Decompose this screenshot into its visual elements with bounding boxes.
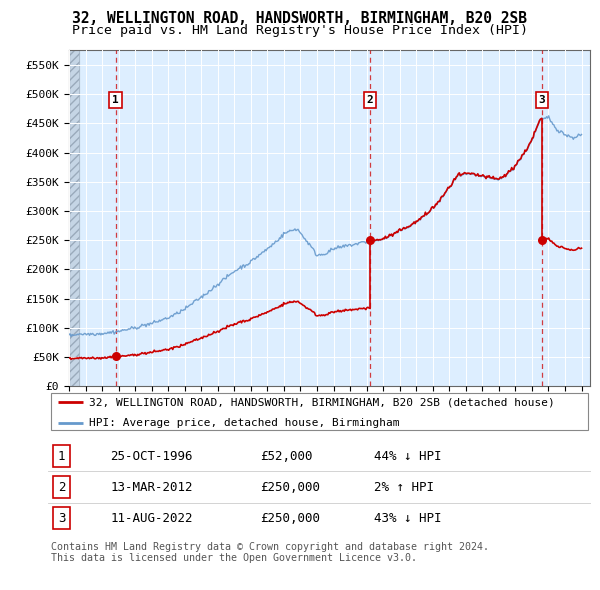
Text: 11-AUG-2022: 11-AUG-2022 xyxy=(110,512,193,525)
Text: 25-OCT-1996: 25-OCT-1996 xyxy=(110,450,193,463)
Text: 43% ↓ HPI: 43% ↓ HPI xyxy=(374,512,442,525)
Text: 1: 1 xyxy=(58,450,65,463)
Text: Contains HM Land Registry data © Crown copyright and database right 2024.
This d: Contains HM Land Registry data © Crown c… xyxy=(51,542,489,563)
Text: Price paid vs. HM Land Registry's House Price Index (HPI): Price paid vs. HM Land Registry's House … xyxy=(72,24,528,37)
Text: 3: 3 xyxy=(539,95,545,105)
Text: 3: 3 xyxy=(58,512,65,525)
Text: 2: 2 xyxy=(58,481,65,494)
Text: 2: 2 xyxy=(367,95,373,105)
Text: 32, WELLINGTON ROAD, HANDSWORTH, BIRMINGHAM, B20 2SB: 32, WELLINGTON ROAD, HANDSWORTH, BIRMING… xyxy=(73,11,527,26)
Text: 32, WELLINGTON ROAD, HANDSWORTH, BIRMINGHAM, B20 2SB (detached house): 32, WELLINGTON ROAD, HANDSWORTH, BIRMING… xyxy=(89,397,554,407)
FancyBboxPatch shape xyxy=(51,394,588,430)
Text: 44% ↓ HPI: 44% ↓ HPI xyxy=(374,450,442,463)
Text: HPI: Average price, detached house, Birmingham: HPI: Average price, detached house, Birm… xyxy=(89,418,399,428)
Text: 2% ↑ HPI: 2% ↑ HPI xyxy=(374,481,434,494)
Text: £52,000: £52,000 xyxy=(260,450,312,463)
Text: 1: 1 xyxy=(112,95,119,105)
Text: £250,000: £250,000 xyxy=(260,512,320,525)
Text: 13-MAR-2012: 13-MAR-2012 xyxy=(110,481,193,494)
Text: £250,000: £250,000 xyxy=(260,481,320,494)
